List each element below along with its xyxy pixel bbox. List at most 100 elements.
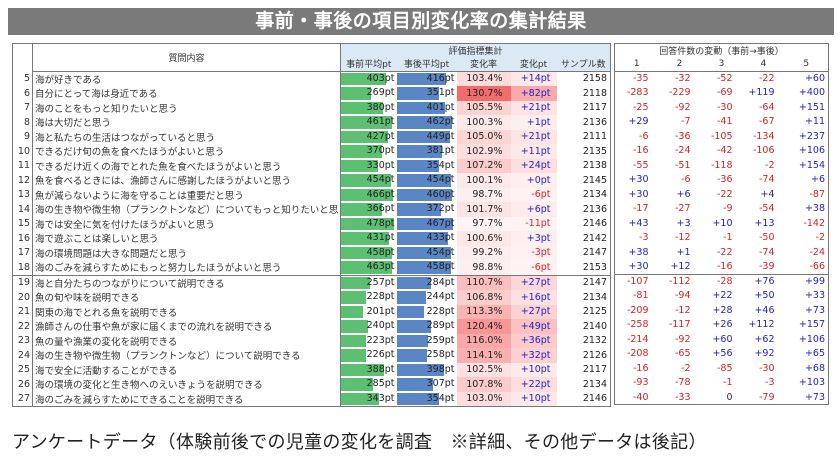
response-change-3: -1 — [723, 377, 733, 389]
post-average-bar — [396, 203, 442, 216]
post-average-value: 454pt — [426, 246, 455, 258]
response-group-header: 回答件数の変動（事前→事後） — [659, 47, 784, 57]
post-average-value: 307pt — [426, 378, 455, 389]
table-row: 10 できるだけ旬の魚を食べたほうがよいと思う 370pt 381pt 102.9% +1… — [12, 144, 612, 159]
response-change-1: -16 — [632, 145, 649, 157]
response-change-4: +4 — [760, 188, 775, 200]
pre-average-value: 380pt — [366, 101, 395, 113]
response-change-5: +151 — [798, 101, 826, 113]
question-text: 自分にとって海は身近である — [32, 86, 341, 101]
pre-average-value: 269pt — [366, 87, 395, 98]
post-average-cell: 354pt — [396, 392, 457, 407]
pre-average-value: 228pt — [366, 291, 395, 302]
pre-average-bar — [341, 349, 367, 362]
post-average-value: 454pt — [426, 174, 455, 185]
response-change-3: -41 — [716, 116, 733, 128]
pre-average-value: 478pt — [366, 217, 395, 229]
change-pt: +24pt — [510, 158, 557, 173]
row-number: 18 — [12, 260, 33, 275]
row-number: 20 — [12, 290, 33, 305]
change-pt: +27pt — [510, 304, 557, 319]
table-row: +30 -6 -36 -74 +6 — [615, 173, 829, 188]
table-row: 13 魚が減らないように海を守ることは重要だと思う 466pt 460pt 98.7% -… — [12, 187, 612, 203]
pre-average-value: 388pt — [366, 363, 395, 375]
eval-group-header: 評価指標集計 — [340, 43, 612, 57]
response-change-4: -74 — [758, 246, 775, 258]
response-change-5: +65 — [804, 348, 826, 360]
pre-average-cell: 223pt — [341, 334, 397, 349]
response-change-1: -107 — [614, 273, 659, 289]
response-change-5: +106 — [798, 145, 826, 157]
pre-average-value: 201pt — [366, 305, 395, 317]
question-header: 質問内容 — [32, 43, 341, 72]
post-average-value: 259pt — [426, 334, 455, 346]
response-change-2: -27 — [674, 203, 691, 215]
table-row: 5 海が好きである 403pt 416pt 103.4% +14pt 2158 — [12, 71, 612, 86]
response-change-5: -24 — [809, 246, 826, 258]
pre-average-bar — [341, 203, 382, 216]
response-change-2: -7 — [681, 116, 691, 128]
pre-average-cell: 257pt — [340, 274, 397, 290]
response-change-4: -79 — [758, 391, 775, 403]
response-change-2: -65 — [674, 348, 691, 360]
table-row: -214 -92 +60 +62 +106 — [615, 332, 829, 347]
post-average-value: 244pt — [426, 291, 455, 302]
row-number: 17 — [12, 245, 33, 260]
response-change-4: +50 — [754, 290, 775, 302]
post-average-cell: 460pt — [396, 188, 457, 203]
change-rate: 103.0% — [456, 391, 511, 407]
row-number: 12 — [12, 173, 33, 188]
table-row: -16 -2 -85 -30 +68 — [615, 361, 829, 376]
table-row: -6 -36 -105 -134 +237 — [615, 129, 829, 144]
table-row: -25 -92 -30 -64 +151 — [615, 100, 829, 115]
table-row: 18 海のごみを減らすためにもっと努力したほうがよいと思う 463pt 458pt 98… — [12, 260, 612, 275]
row-number: 8 — [12, 115, 33, 130]
sample-count: 2147 — [556, 274, 612, 290]
row-number: 21 — [12, 304, 33, 319]
post-average-bar — [396, 116, 452, 129]
sample-count: 2118 — [556, 86, 612, 101]
response-change-1: -3 — [639, 232, 649, 244]
post-average-cell: 244pt — [396, 290, 457, 305]
pre-average-cell: 330pt — [341, 159, 397, 174]
question-text: 海のごみを減らすためにもっと努力したほうがよいと思う — [32, 260, 341, 275]
sample-count: 2140 — [556, 319, 612, 334]
pre-average-cell: 285pt — [341, 377, 397, 392]
post-average-cell: 259pt — [396, 334, 457, 349]
question-text: 海は大切だと思う — [32, 115, 341, 130]
post-average-cell: 449pt — [396, 130, 457, 145]
change-rate: 113.3% — [456, 304, 511, 319]
change-pt: +27pt — [510, 274, 557, 290]
sample-count: 2146 — [556, 391, 612, 407]
response-change-5: +6 — [811, 174, 826, 186]
question-text: 海と私たちの生活はつながっていると思う — [32, 129, 341, 144]
response-change-4: -39 — [758, 261, 775, 272]
response-change-2: +1 — [676, 246, 691, 258]
pre-average-bar — [341, 188, 393, 201]
response-change-2: -92 — [674, 101, 691, 113]
col-header-samples: サンプル数 — [556, 57, 612, 72]
pre-average-bar — [341, 217, 395, 230]
response-change-5: -2 — [815, 232, 826, 244]
change-rate: 99.2% — [456, 245, 511, 260]
table-row: 16 海で遊ぶことは楽しいと思う 431pt 433pt 100.6% +3pt 2142 — [12, 231, 612, 246]
pre-average-cell: 403pt — [341, 71, 397, 86]
row-number: 27 — [12, 391, 33, 407]
post-average-cell: 289pt — [396, 319, 457, 334]
table-row: 21 関東の海でとれる魚を説明できる 201pt 228pt 113.3% +27pt 21… — [12, 304, 612, 319]
pre-average-bar — [341, 232, 389, 245]
change-pt: +11pt — [510, 144, 557, 159]
table-row: 12 魚を食べるときには、漁師さんに感謝したほうがよいと思う 454pt 454pt 1… — [12, 173, 612, 188]
post-average-bar — [396, 130, 451, 143]
sample-count: 2125 — [556, 304, 612, 319]
row-number: 6 — [12, 86, 33, 101]
post-average-bar — [396, 145, 443, 158]
question-text: 海と自分たちのつながりについて説明できる — [32, 274, 341, 290]
sample-count: 2134 — [556, 377, 612, 392]
table-row: 26 海の環境の変化と生き物へのえいきょうを説明できる 285pt 307pt 107.… — [12, 377, 612, 392]
response-change-2: -12 — [674, 304, 691, 316]
response-change-1: +29 — [628, 116, 649, 128]
row-number: 23 — [12, 333, 33, 348]
sample-count: 2135 — [556, 144, 612, 159]
table-row: 23 魚の量や漁業の変化を説明できる 223pt 259pt 116.0% +36pt 21… — [12, 333, 612, 349]
